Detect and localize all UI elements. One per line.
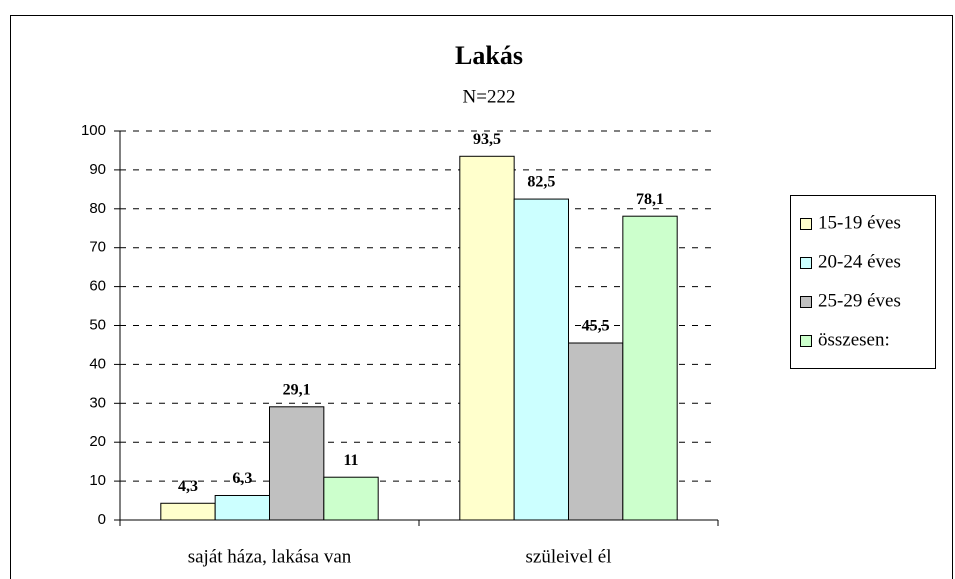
x-tick-label: szüleivel él: [526, 546, 612, 567]
bar: [269, 406, 325, 521]
legend-label: 25-29 éves: [818, 290, 901, 311]
data-label: 82,5: [527, 174, 555, 191]
bar: [459, 155, 515, 521]
bar: [323, 476, 379, 521]
x-tick-label: saját háza, lakása van: [188, 546, 352, 567]
y-tick-label: 100: [81, 122, 106, 139]
bar: [160, 502, 216, 521]
legend-swatch: [800, 335, 812, 347]
legend-swatch: [800, 257, 812, 269]
bar: [622, 215, 678, 521]
legend-swatch: [800, 218, 812, 230]
y-tick-label: 40: [89, 355, 106, 372]
data-label: 45,5: [582, 318, 610, 335]
y-tick-label: 70: [89, 239, 106, 256]
legend-label: összesen:: [818, 329, 890, 350]
chart-title: Lakás: [455, 41, 523, 70]
data-label: 29,1: [283, 381, 311, 398]
data-label: 4,3: [178, 478, 198, 495]
y-tick-label: 20: [89, 433, 106, 450]
y-tick-label: 50: [89, 316, 106, 333]
legend-swatch: [800, 296, 812, 308]
bar: [568, 342, 624, 521]
legend-label: 20-24 éves: [818, 251, 901, 272]
bar: [513, 198, 569, 521]
y-tick-label: 60: [89, 278, 106, 295]
chart-subtitle: N=222: [463, 86, 516, 107]
data-label: 6,3: [232, 470, 252, 487]
legend-label: 15-19 éves: [818, 212, 901, 233]
data-label: 11: [343, 452, 358, 469]
data-label: 93,5: [473, 131, 501, 148]
y-tick-label: 90: [89, 161, 106, 178]
y-tick-label: 30: [89, 394, 106, 411]
bar: [214, 494, 271, 521]
y-tick-label: 80: [89, 200, 106, 217]
y-tick-label: 10: [89, 472, 106, 489]
legend-box: [790, 195, 936, 369]
data-label: 78,1: [636, 191, 664, 208]
y-tick-label: 0: [98, 511, 106, 528]
